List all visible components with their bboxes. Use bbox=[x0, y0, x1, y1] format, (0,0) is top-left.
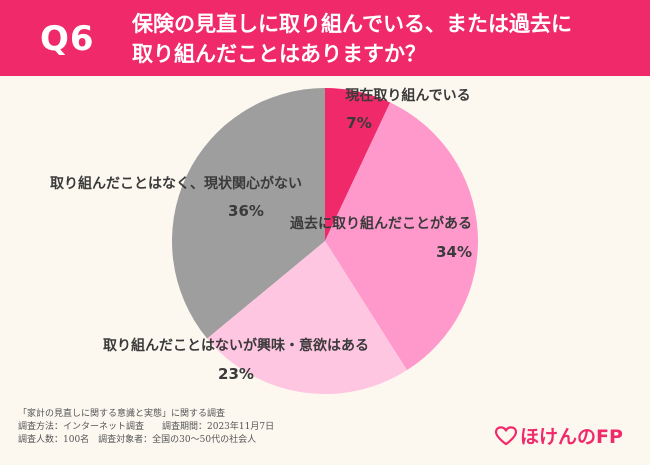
pie-slice-2 bbox=[325, 102, 478, 371]
slice-percent-2: 34% bbox=[436, 243, 472, 261]
slice-percent-1: 7% bbox=[346, 114, 371, 132]
survey-footnote: 「家計の見直しに関する意識と実態」に関する調査 調査方法：インターネット調査 調… bbox=[18, 408, 274, 447]
slice-label-4: 取り組んだことはなく、現状関心がない bbox=[50, 175, 302, 192]
header-banner: Q6 保険の見直しに取り組んでいる、または過去に 取り組んだことはありますか？ bbox=[0, 0, 650, 76]
pie-slice-3 bbox=[207, 241, 407, 394]
slice-percent-4: 36% bbox=[228, 202, 264, 220]
brand-logo: ほけんのFP bbox=[495, 422, 623, 449]
pie-slice-4 bbox=[172, 87, 325, 339]
heart-icon bbox=[495, 425, 517, 445]
slice-percent-3: 23% bbox=[218, 365, 254, 383]
slice-label-3: 取り組んだことはないが興味・意欲はある bbox=[103, 337, 369, 354]
footnote-line-2: 調査方法：インターネット調査 調査期間：2023年11月7日 bbox=[18, 422, 275, 432]
brand-name: ほけんのFP bbox=[520, 426, 623, 448]
question-number: Q6 bbox=[40, 19, 95, 59]
slice-label-1: 現在取り組んでいる bbox=[345, 87, 470, 104]
footnote-line-1: 「家計の見直しに関する意識と実態」に関する調査 bbox=[18, 409, 226, 419]
question-title: 保険の見直しに取り組んでいる、または過去に 取り組んだことはありますか？ bbox=[132, 12, 572, 66]
pie-slice-1 bbox=[325, 88, 391, 241]
slice-label-2: 過去に取り組んだことがある bbox=[289, 215, 472, 232]
footnote-line-3: 調査人数：100名 調査対象者：全国の30〜50代の社会人 bbox=[18, 435, 257, 445]
